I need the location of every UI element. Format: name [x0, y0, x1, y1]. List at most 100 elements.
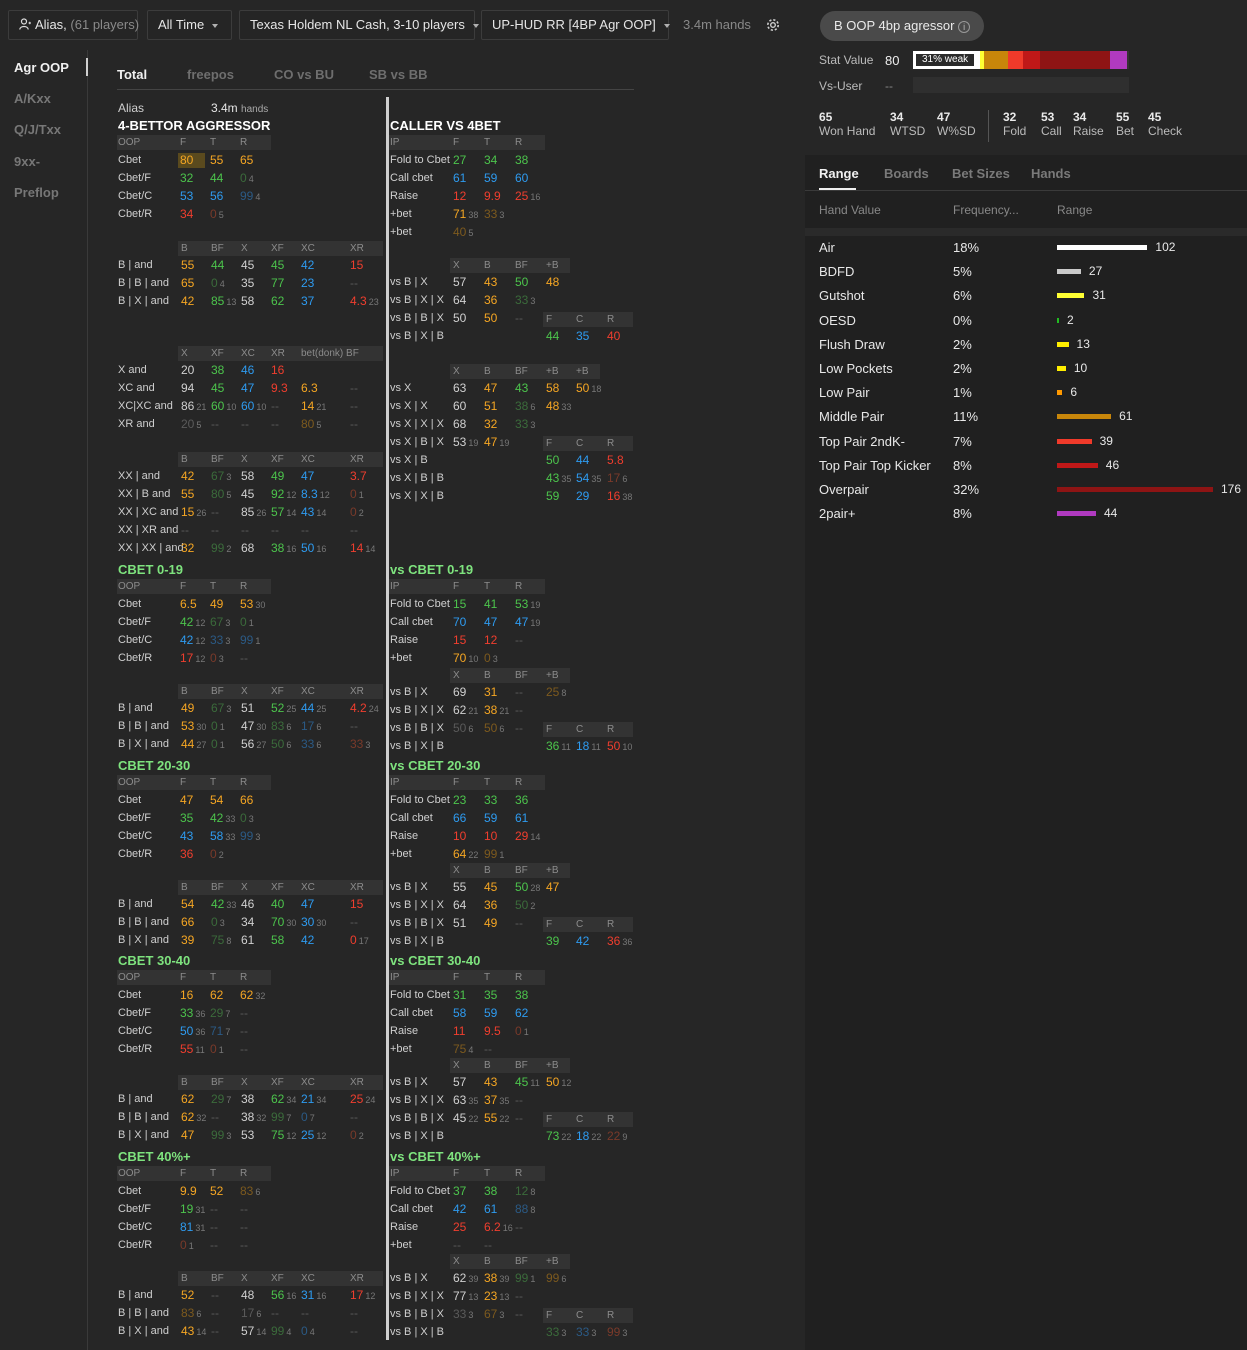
stat-cell[interactable]: --: [211, 523, 219, 537]
stat-cell[interactable]: 18 11: [576, 739, 601, 753]
stat-cell[interactable]: 67 3: [211, 469, 232, 483]
stat-cell[interactable]: --: [515, 1307, 523, 1321]
stat-cell[interactable]: --: [515, 1111, 523, 1125]
stat-cell[interactable]: 53: [241, 1128, 255, 1142]
stat-cell[interactable]: 45: [484, 880, 498, 894]
stat-cell[interactable]: 71 38: [453, 207, 479, 221]
stat-cell[interactable]: 47: [484, 615, 498, 629]
stat-cell[interactable]: 75 4: [453, 1042, 474, 1056]
stat-cell[interactable]: --: [515, 685, 523, 699]
stat-cell[interactable]: --: [210, 1202, 218, 1216]
stat-cell[interactable]: 71 7: [210, 1024, 231, 1038]
stat-cell[interactable]: 42: [301, 258, 315, 272]
stat-cell[interactable]: 58: [241, 469, 255, 483]
stat-cell[interactable]: 58: [241, 294, 255, 308]
stat-cell[interactable]: 32: [181, 541, 195, 555]
stat-cell[interactable]: 4.2 24: [350, 701, 379, 715]
stat-cell[interactable]: 38: [515, 153, 529, 167]
stat-cell[interactable]: --: [240, 1006, 248, 1020]
stat-cell[interactable]: 34: [484, 153, 498, 167]
stat-cell[interactable]: --: [350, 523, 358, 537]
stat-cell[interactable]: 42: [181, 294, 195, 308]
stat-cell[interactable]: 31: [453, 988, 467, 1002]
stat-cell[interactable]: 42: [301, 933, 315, 947]
stat-cell[interactable]: --: [515, 721, 523, 735]
stat-cell[interactable]: 85 13: [211, 294, 237, 308]
stat-cell[interactable]: 31 16: [301, 1288, 327, 1302]
stat-cell[interactable]: 47: [484, 381, 498, 395]
stat-cell[interactable]: --: [240, 1220, 248, 1234]
stat-cell[interactable]: 33: [484, 793, 498, 807]
stat-cell[interactable]: --: [181, 523, 189, 537]
stat-cell[interactable]: --: [211, 1288, 219, 1302]
stat-cell[interactable]: 99 2: [211, 541, 232, 555]
stat-cell[interactable]: 33 6: [301, 737, 322, 751]
stat-cell[interactable]: 59: [546, 489, 560, 503]
stat-cell[interactable]: 54: [210, 793, 224, 807]
stat-cell[interactable]: 68: [453, 417, 467, 431]
stat-cell[interactable]: 56: [210, 189, 224, 203]
stat-cell[interactable]: --: [211, 1306, 219, 1320]
stat-cell[interactable]: 9.9: [484, 189, 501, 203]
stat-cell[interactable]: 58 33: [210, 829, 236, 843]
stat-cell[interactable]: --: [271, 1306, 279, 1320]
stat-cell[interactable]: 64: [453, 293, 467, 307]
stat-cell[interactable]: 29 7: [210, 1006, 231, 1020]
stat-cell[interactable]: 12 8: [515, 1184, 536, 1198]
stat-cell[interactable]: 67 3: [484, 1307, 505, 1321]
stat-cell[interactable]: 53 30: [240, 597, 266, 611]
stat-cell[interactable]: 55: [210, 153, 224, 167]
stat-cell[interactable]: --: [271, 417, 279, 431]
stat-cell[interactable]: 35: [576, 329, 590, 343]
game-filter[interactable]: Texas Holdem NL Cash, 3-10 players: [239, 10, 479, 40]
stat-cell[interactable]: 59: [484, 811, 498, 825]
stat-cell[interactable]: 41: [484, 597, 498, 611]
stat-cell[interactable]: 51: [453, 916, 467, 930]
stat-cell[interactable]: 15: [453, 597, 467, 611]
stat-cell[interactable]: --: [515, 311, 523, 325]
stat-cell[interactable]: 70: [453, 615, 467, 629]
stat-cell[interactable]: 61: [453, 171, 467, 185]
stat-cell[interactable]: 42 33: [211, 897, 237, 911]
stat-cell[interactable]: 52: [210, 1184, 224, 1198]
stat-cell[interactable]: 55: [453, 880, 467, 894]
stat-cell[interactable]: 45: [241, 258, 255, 272]
stat-cell[interactable]: --: [240, 651, 248, 665]
stat-cell[interactable]: 44: [210, 171, 224, 185]
stat-cell[interactable]: 42: [181, 469, 195, 483]
stat-cell[interactable]: 61: [241, 933, 255, 947]
stat-cell[interactable]: 99 1: [484, 847, 505, 861]
stat-cell[interactable]: 62: [271, 294, 285, 308]
stat-cell[interactable]: 65: [181, 276, 195, 290]
range-row[interactable]: BDFD 5% 27: [805, 261, 1247, 283]
stat-cell[interactable]: 51: [241, 701, 255, 715]
alias-selector[interactable]: Alias, (61 players): [8, 10, 139, 40]
range-row[interactable]: OESD 0% 2: [805, 310, 1247, 332]
hud-filter[interactable]: UP-HUD RR [4BP Agr OOP]: [481, 10, 670, 40]
stat-cell[interactable]: --: [453, 1238, 461, 1252]
stat-cell[interactable]: 57 14: [271, 505, 297, 519]
stat-cell[interactable]: 50 6: [484, 721, 505, 735]
stat-cell[interactable]: 14 21: [301, 399, 327, 413]
stat-cell[interactable]: 33 3: [515, 293, 536, 307]
time-filter[interactable]: All Time: [147, 10, 232, 40]
stat-cell[interactable]: 6.3: [301, 381, 318, 395]
stat-cell[interactable]: 53 30: [181, 719, 207, 733]
stat-cell[interactable]: 10: [484, 829, 498, 843]
stat-cell[interactable]: --: [350, 719, 358, 733]
stat-cell[interactable]: 33 3: [515, 417, 536, 431]
stat-cell[interactable]: 38 39: [484, 1271, 510, 1285]
stat-cell[interactable]: 47 19: [515, 615, 541, 629]
stat-cell[interactable]: --: [211, 505, 219, 519]
stat-cell[interactable]: 38: [484, 1184, 498, 1198]
stat-cell[interactable]: 31: [484, 685, 498, 699]
stat-cell[interactable]: 32: [484, 417, 498, 431]
stat-cell[interactable]: 45: [211, 381, 225, 395]
stat-cell[interactable]: 62 34: [271, 1092, 297, 1106]
gear-icon[interactable]: [765, 17, 781, 33]
